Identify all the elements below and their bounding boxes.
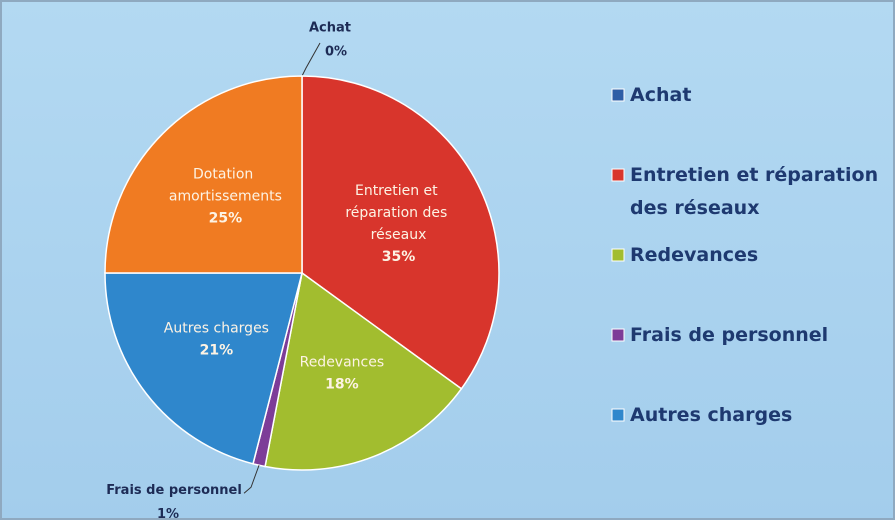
legend-swatch [611,248,625,262]
slice-value-label: 21% [200,342,234,358]
slice-value-label: 35% [382,249,416,265]
slice-value-label: 0% [325,45,347,60]
legend-label: Redevances [630,244,758,266]
slice-label: Dotation amortissements [169,166,282,204]
slice-label: Entretien et réparation des réseaux [345,183,451,243]
legend-swatch [611,408,625,422]
legend-label: Autres charges [630,404,792,426]
slice-value-label: 25% [209,210,243,226]
legend-label: Frais de personnel [630,324,828,346]
pie-slice [301,75,500,390]
pie: Achat 0% Entretien et réparation des résea… [104,21,500,520]
slice-label: Autres charges [164,320,269,336]
leader-line [243,465,260,494]
leader-line [301,42,321,77]
legend-label: Entretien et réparation des réseaux [630,164,885,219]
slice-label: Redevances [300,355,385,371]
slice-label: Frais de personnel [106,483,242,498]
slice-value-label: 1% [157,507,179,520]
legend-swatch [611,328,625,342]
slice-label: Achat [309,21,351,36]
pie-slice [104,272,303,465]
pie-slice [104,75,303,274]
legend-swatch [611,168,625,182]
legend-label: Achat [630,84,691,106]
slice-value-label: 18% [325,377,359,393]
pie-slice [264,271,463,471]
legend-swatch [611,88,625,102]
legend: Achat Entretien et réparation des réseaux… [611,84,885,426]
